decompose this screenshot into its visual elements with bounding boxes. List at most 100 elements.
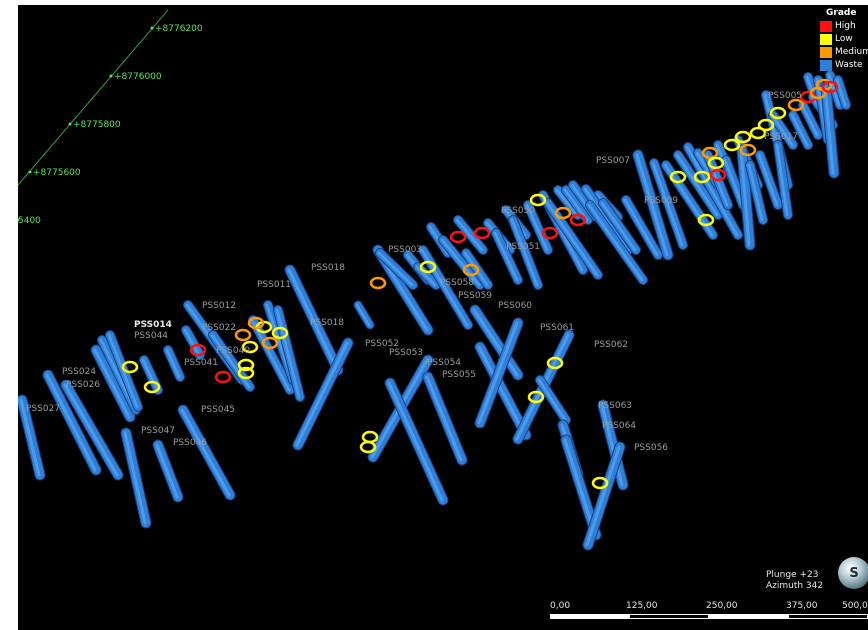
drillhole-highlight (525, 203, 549, 252)
drillhole-highlight (823, 85, 835, 175)
hole-label[interactable]: PSS053 (389, 348, 423, 358)
drillhole-highlight (155, 443, 179, 499)
grade-ring-medium (787, 98, 805, 112)
grade-ring-low (237, 366, 255, 380)
hole-label[interactable]: PSS050 (501, 206, 535, 216)
hole-label[interactable]: PSS061 (540, 323, 574, 333)
legend-swatch-waste (820, 60, 832, 71)
grade-ring-high (709, 168, 727, 182)
hole-label[interactable]: PSS058 (440, 278, 474, 288)
hole-labels-layer: PSS014 PSS012 PSS022 PSS011 PSS018 PSS024 PSS0… (26, 91, 802, 453)
hole-label[interactable]: PSS060 (498, 301, 532, 311)
legend-title: Grade (826, 8, 857, 18)
scale-bar: 0,00 125,00 250,00 375,00 500,00 (550, 601, 868, 627)
drillhole-highlight (663, 163, 714, 237)
hole-label[interactable]: PSS059 (458, 291, 492, 301)
drillhole-highlight (635, 153, 669, 257)
hole-label[interactable]: PSS009 (644, 196, 678, 206)
hole-label[interactable]: PSS026 (66, 380, 100, 390)
hole-label[interactable]: PSS055 (442, 370, 476, 380)
hole-label[interactable]: PSS047 (141, 426, 175, 436)
grade-ring-medium (554, 206, 572, 220)
hole-label[interactable]: PSS022 (202, 323, 236, 333)
drillhole-highlight (493, 231, 519, 282)
drillhole-highlight (775, 143, 789, 217)
grade-ring-medium (369, 276, 387, 290)
hole-label[interactable]: PSS027 (26, 404, 60, 414)
hole-label[interactable]: PSS044 (134, 331, 168, 341)
scale-segment (550, 614, 629, 619)
hole-label[interactable]: PSS054 (427, 358, 461, 368)
drillhole-highlight (555, 188, 579, 217)
drillhole-scene[interactable]: +8776200 +8776000 +8775800 +8775600 5400 PSS… (18, 5, 868, 630)
grade-ring-low (237, 358, 255, 372)
hole-label[interactable]: PSS062 (594, 340, 628, 350)
drillhole-highlight (790, 113, 809, 147)
hole-label[interactable]: PSS018 (310, 318, 344, 328)
3d-viewport[interactable]: +8776200 +8776000 +8775800 +8775600 5400 PSS… (18, 5, 868, 630)
grade-ring-medium (234, 328, 252, 342)
azimuth-readout: Azimuth 342 (766, 581, 824, 591)
drillhole-highlight (747, 163, 764, 222)
view-orientation: Plunge +23 Azimuth 342 (766, 570, 823, 592)
hole-label[interactable]: PSS052 (365, 339, 399, 349)
drillhole-highlight (585, 445, 621, 547)
grade-ring-low (527, 390, 545, 404)
grade-ring-low (693, 170, 711, 184)
drillhole-highlight (295, 341, 349, 447)
hole-label[interactable]: PSS017 (764, 132, 798, 142)
legend-item-low: Low (820, 33, 868, 46)
grid-tick (18, 218, 20, 222)
logo-letter: S (849, 565, 859, 581)
grid-label: +8776200 (155, 24, 203, 34)
hole-label[interactable]: PSS041 (184, 358, 218, 368)
drillhole-highlight (93, 348, 131, 419)
hole-label[interactable]: PSS014 (134, 320, 172, 330)
grade-ring-high (214, 370, 232, 384)
drillhole-highlight (123, 431, 147, 525)
hole-label[interactable]: PSS018 (311, 263, 345, 273)
drillhole-highlight (600, 201, 637, 252)
legend-label-medium: Medium (835, 47, 868, 57)
grid-label: +8775600 (33, 168, 81, 178)
hole-label[interactable]: PSS063 (598, 401, 632, 411)
app-logo-icon[interactable]: S (838, 557, 868, 589)
grade-ring-medium (247, 316, 265, 330)
drillhole-highlight (651, 161, 684, 247)
hole-label[interactable]: PSS040 (216, 346, 250, 356)
drillhole-highlight (563, 188, 589, 222)
drillhole-highlight (183, 328, 201, 357)
drillhole-highlight (463, 251, 489, 287)
hole-label[interactable]: PSS046 (173, 438, 207, 448)
legend-swatch-medium (820, 47, 832, 58)
grade-ring-high (189, 343, 207, 357)
hole-label[interactable]: PSS011 (257, 280, 291, 290)
drillhole-highlight (275, 308, 301, 399)
drillholes-layer (18, 70, 851, 551)
hole-label[interactable]: PSS045 (201, 405, 235, 415)
legend-swatch-high (820, 21, 832, 32)
hole-label[interactable]: PSS003 (388, 245, 422, 255)
drillhole-highlight (537, 378, 567, 422)
hole-label[interactable]: PSS005 (768, 91, 802, 101)
hole-label[interactable]: PSS051 (506, 242, 540, 252)
drillhole-highlight (770, 113, 794, 147)
scale-label-500: 500,00 (842, 601, 868, 611)
hole-label[interactable]: PSS056 (634, 443, 668, 453)
grade-ring-high (569, 213, 587, 227)
grid-label: +8775800 (73, 120, 121, 130)
hole-label[interactable]: PSS012 (202, 301, 236, 311)
grade-ring-low (769, 106, 787, 120)
grade-legend: Grade High Low Medium Waste (820, 7, 868, 72)
scale-bar-segments (550, 614, 868, 619)
hole-label[interactable]: PSS064 (602, 421, 636, 431)
grade-ring-low (749, 126, 767, 140)
hole-label[interactable]: PSS007 (596, 156, 630, 166)
legend-item-waste: Waste (820, 59, 868, 72)
drillhole-highlight (800, 103, 819, 137)
drillhole-highlight (685, 145, 739, 237)
drillhole-highlight (587, 203, 644, 282)
drillhole-highlight (180, 408, 231, 497)
grade-ring-low (697, 213, 715, 227)
hole-label[interactable]: PSS024 (62, 367, 96, 377)
